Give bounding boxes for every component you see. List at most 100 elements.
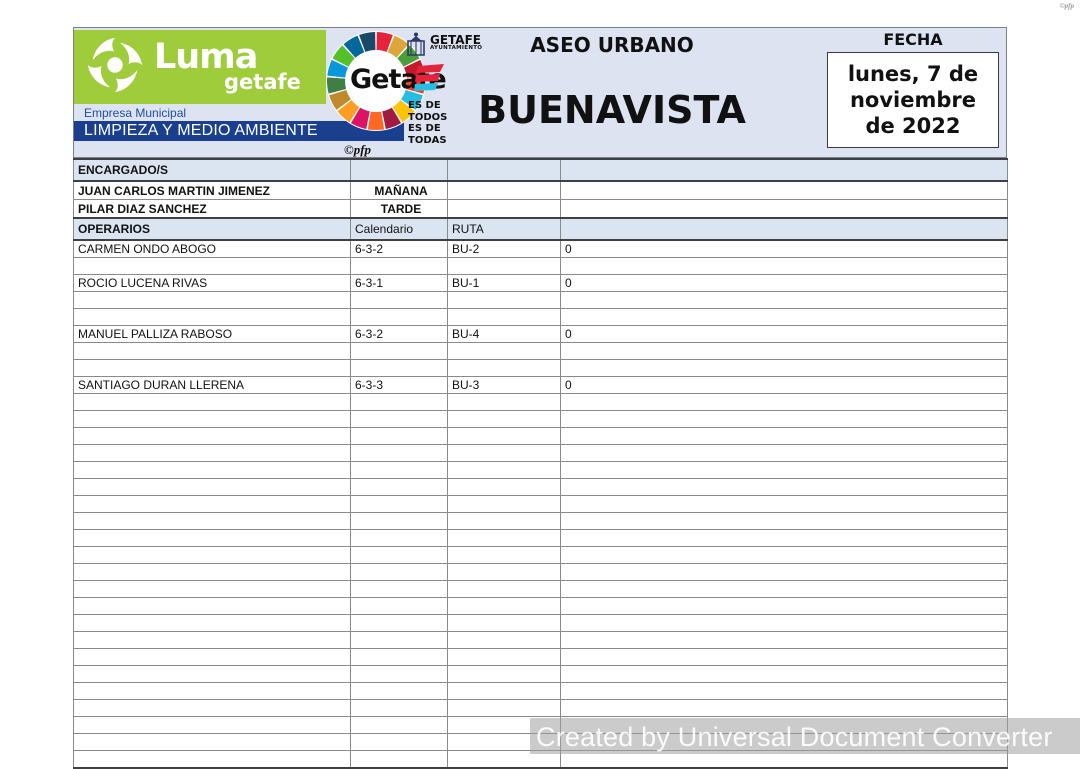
operario-name[interactable] — [73, 631, 351, 649]
operario-ruta[interactable] — [447, 563, 561, 581]
encargado-ruta[interactable] — [447, 180, 561, 200]
operario-name[interactable] — [73, 546, 351, 564]
operario-obs[interactable] — [560, 308, 1008, 326]
operario-name[interactable] — [73, 342, 351, 360]
operario-calendario[interactable] — [350, 631, 448, 649]
operario-obs[interactable] — [560, 495, 1008, 513]
operario-ruta[interactable] — [447, 359, 561, 377]
operario-calendario[interactable] — [350, 648, 448, 666]
encargado-name[interactable]: JUAN CARLOS MARTIN JIMENEZ — [73, 180, 351, 200]
operario-ruta[interactable] — [447, 597, 561, 615]
operario-name[interactable] — [73, 257, 351, 275]
operario-calendario[interactable] — [350, 257, 448, 275]
operario-calendario[interactable] — [350, 495, 448, 513]
operario-obs[interactable] — [560, 478, 1008, 496]
operario-name[interactable] — [73, 614, 351, 632]
operario-calendario[interactable] — [350, 750, 448, 769]
operario-obs[interactable] — [560, 614, 1008, 632]
operario-obs[interactable] — [560, 529, 1008, 547]
encargado-name[interactable]: PILAR DIAZ SANCHEZ — [73, 199, 351, 219]
encargados-header-c4[interactable] — [560, 158, 1008, 182]
operario-obs[interactable] — [560, 631, 1008, 649]
operario-name[interactable] — [73, 682, 351, 700]
operario-calendario[interactable] — [350, 682, 448, 700]
operario-calendario[interactable] — [350, 393, 448, 411]
operario-ruta[interactable] — [447, 444, 561, 462]
operario-calendario[interactable] — [350, 614, 448, 632]
encargado-turno[interactable]: TARDE — [350, 199, 448, 219]
operario-calendario[interactable] — [350, 512, 448, 530]
operario-name[interactable] — [73, 427, 351, 445]
operario-obs[interactable] — [560, 580, 1008, 598]
operario-ruta[interactable] — [447, 291, 561, 309]
operario-obs[interactable] — [560, 699, 1008, 717]
operario-name[interactable] — [73, 597, 351, 615]
operario-obs[interactable]: 0 — [560, 274, 1008, 292]
operario-ruta[interactable] — [447, 410, 561, 428]
operario-ruta[interactable] — [447, 529, 561, 547]
encargado-turno[interactable]: MAÑANA — [350, 180, 448, 200]
operario-obs[interactable] — [560, 512, 1008, 530]
operario-name[interactable]: MANUEL PALLIZA RABOSO — [73, 325, 351, 343]
operario-ruta[interactable] — [447, 665, 561, 683]
operario-calendario[interactable]: 6-3-2 — [350, 325, 448, 343]
operario-obs[interactable] — [560, 410, 1008, 428]
operario-calendario[interactable] — [350, 427, 448, 445]
operario-calendario[interactable] — [350, 342, 448, 360]
operario-calendario[interactable] — [350, 308, 448, 326]
operario-calendario[interactable]: 6-3-3 — [350, 376, 448, 394]
encargado-obs[interactable] — [560, 199, 1008, 219]
operario-name[interactable] — [73, 410, 351, 428]
operario-calendario[interactable] — [350, 529, 448, 547]
operario-obs[interactable] — [560, 563, 1008, 581]
operario-calendario[interactable] — [350, 546, 448, 564]
operario-ruta[interactable] — [447, 648, 561, 666]
operario-name[interactable] — [73, 359, 351, 377]
operario-name[interactable] — [73, 393, 351, 411]
operario-ruta[interactable] — [447, 478, 561, 496]
operario-name[interactable]: ROCIO LUCENA RIVAS — [73, 274, 351, 292]
operario-name[interactable] — [73, 563, 351, 581]
operario-name[interactable] — [73, 308, 351, 326]
operario-name[interactable] — [73, 716, 351, 734]
operario-name[interactable]: SANTIAGO DURAN LLERENA — [73, 376, 351, 394]
operario-obs[interactable] — [560, 257, 1008, 275]
operario-name[interactable] — [73, 478, 351, 496]
operario-name[interactable]: CARMEN ONDO ABOGO — [73, 239, 351, 258]
operario-ruta[interactable]: BU-1 — [447, 274, 561, 292]
operario-calendario[interactable] — [350, 733, 448, 751]
encargado-ruta[interactable] — [447, 199, 561, 219]
operario-ruta[interactable]: BU-3 — [447, 376, 561, 394]
operario-obs[interactable]: 0 — [560, 376, 1008, 394]
operario-obs[interactable] — [560, 461, 1008, 479]
operarios-col-calendario[interactable]: Calendario — [350, 217, 448, 241]
operarios-col-obs[interactable] — [560, 217, 1008, 241]
operario-obs[interactable]: 0 — [560, 325, 1008, 343]
operario-calendario[interactable] — [350, 461, 448, 479]
operario-obs[interactable] — [560, 393, 1008, 411]
operario-name[interactable] — [73, 580, 351, 598]
operario-ruta[interactable] — [447, 393, 561, 411]
operario-obs[interactable]: 0 — [560, 239, 1008, 258]
operario-calendario[interactable] — [350, 291, 448, 309]
operario-ruta[interactable] — [447, 631, 561, 649]
operario-name[interactable] — [73, 733, 351, 751]
operario-obs[interactable] — [560, 682, 1008, 700]
operario-name[interactable] — [73, 461, 351, 479]
operario-calendario[interactable] — [350, 410, 448, 428]
operario-calendario[interactable] — [350, 716, 448, 734]
operario-obs[interactable] — [560, 444, 1008, 462]
operario-name[interactable] — [73, 699, 351, 717]
operario-obs[interactable] — [560, 665, 1008, 683]
operario-obs[interactable] — [560, 342, 1008, 360]
operario-ruta[interactable] — [447, 461, 561, 479]
operario-calendario[interactable]: 6-3-1 — [350, 274, 448, 292]
operario-calendario[interactable] — [350, 563, 448, 581]
operario-calendario[interactable]: 6-3-2 — [350, 239, 448, 258]
operario-obs[interactable] — [560, 546, 1008, 564]
operario-calendario[interactable] — [350, 444, 448, 462]
operario-ruta[interactable]: BU-4 — [447, 325, 561, 343]
encargados-header-c3[interactable] — [447, 158, 561, 182]
operario-calendario[interactable] — [350, 478, 448, 496]
operario-calendario[interactable] — [350, 597, 448, 615]
